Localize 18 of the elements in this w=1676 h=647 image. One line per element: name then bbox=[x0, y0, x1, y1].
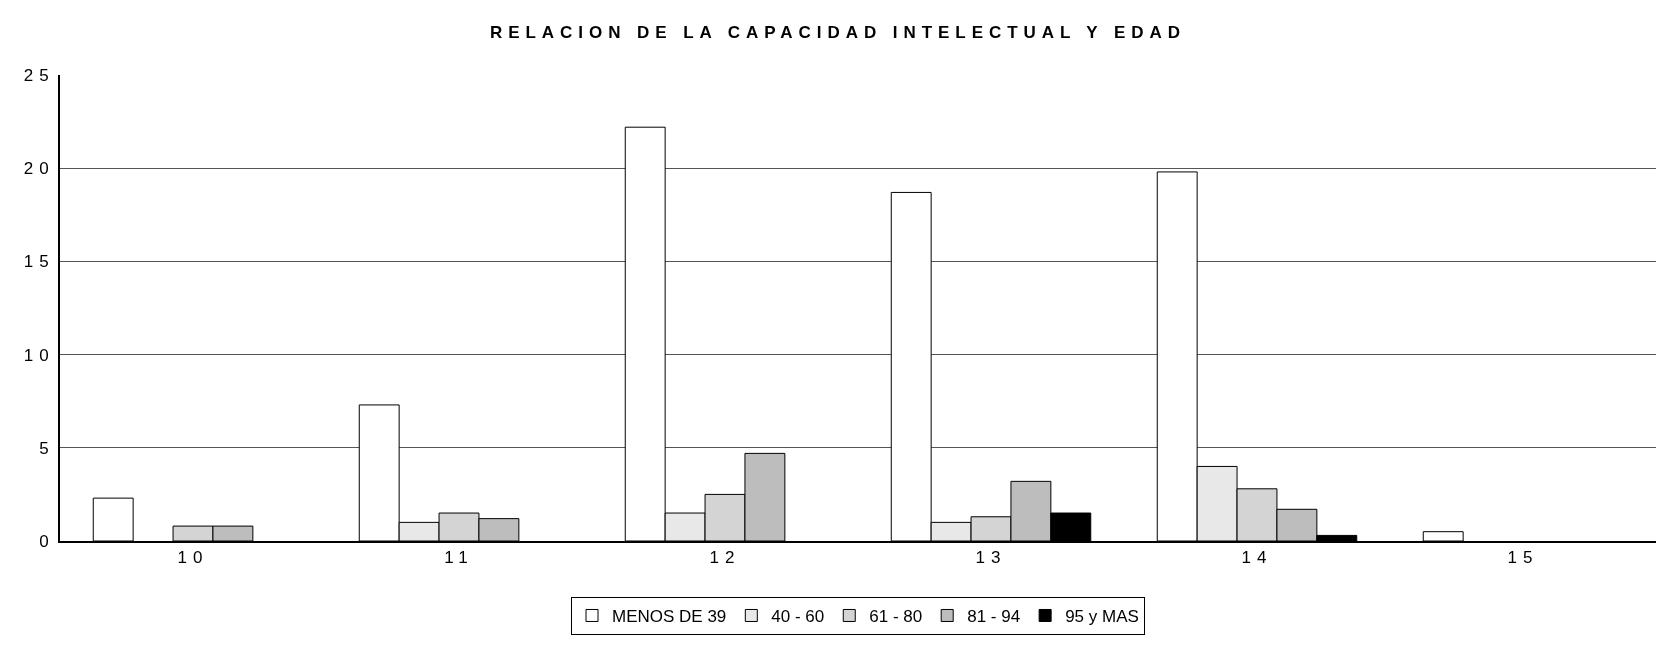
y-tick-label: 15 bbox=[23, 252, 55, 272]
legend-label: 81 - 94 bbox=[967, 607, 1021, 627]
x-tick-label: 10 bbox=[177, 548, 209, 568]
y-tick-label: 20 bbox=[23, 159, 55, 179]
y-tick-label: 0 bbox=[39, 531, 55, 551]
y-tick-label: 5 bbox=[39, 438, 55, 458]
legend-label: 61 - 80 bbox=[869, 607, 923, 627]
legend-label: 40 - 60 bbox=[771, 607, 825, 627]
x-tick-label: 14 bbox=[1241, 548, 1273, 568]
chart-title: RELACION DE LA CAPACIDAD INTELECTUAL Y EDAD bbox=[490, 22, 1186, 42]
x-tick-label: 12 bbox=[709, 548, 741, 568]
x-tick-label: 13 bbox=[975, 548, 1007, 568]
y-tick-label: 25 bbox=[23, 65, 55, 85]
y-tick-label: 10 bbox=[23, 345, 55, 365]
legend-label: 95 y MAS bbox=[1065, 607, 1139, 627]
x-tick-label: 11 bbox=[444, 548, 474, 568]
legend-label: MENOS DE 39 bbox=[612, 607, 727, 627]
x-tick-label: 15 bbox=[1507, 548, 1539, 568]
